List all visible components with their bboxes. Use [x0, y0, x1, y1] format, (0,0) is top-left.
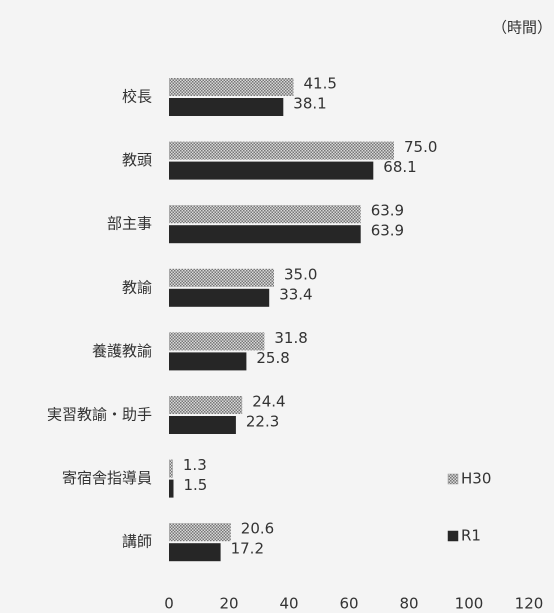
value-label: 33.4 — [279, 285, 312, 303]
x-tick-label: 20 — [219, 595, 238, 613]
value-label: 20.6 — [241, 520, 274, 538]
value-label: 22.3 — [246, 413, 279, 431]
y-tick-label: 教頭 — [122, 151, 152, 169]
legend-label: R1 — [461, 527, 481, 545]
y-tick-label: 実習教諭・助手 — [47, 406, 152, 424]
bar — [169, 332, 265, 351]
value-label: 75.0 — [404, 138, 437, 156]
x-tick-label: 0 — [164, 595, 174, 613]
y-tick-label: 寄宿舎指導員 — [62, 469, 152, 487]
y-tick-label: 教諭 — [122, 278, 152, 296]
bar — [169, 225, 361, 244]
value-label: 1.3 — [183, 456, 207, 474]
bar — [169, 141, 394, 160]
value-label: 41.5 — [304, 75, 337, 93]
bar — [169, 543, 221, 562]
value-label: 1.5 — [184, 476, 208, 494]
bar — [169, 288, 270, 307]
y-tick-label: 校長 — [122, 88, 152, 106]
x-tick-label: 100 — [455, 595, 484, 613]
value-label: 68.1 — [383, 158, 416, 176]
bar — [169, 479, 174, 498]
bar — [169, 78, 294, 96]
value-label: 35.0 — [284, 265, 317, 283]
unit-label: （時間） — [492, 19, 552, 37]
value-label: 17.2 — [231, 540, 264, 558]
value-label: 25.8 — [256, 349, 289, 367]
legend-swatch — [447, 530, 459, 542]
x-tick-label: 40 — [279, 595, 298, 613]
bar — [169, 205, 361, 224]
bar — [169, 161, 374, 180]
x-tick-label: 80 — [399, 595, 418, 613]
bar — [169, 459, 173, 478]
bar — [169, 523, 231, 542]
bar — [169, 396, 243, 414]
bar — [169, 352, 247, 371]
value-label: 38.1 — [293, 95, 326, 113]
legend-swatch — [447, 473, 459, 485]
y-tick-label: 講師 — [122, 533, 152, 551]
legend-label: H30 — [461, 470, 491, 488]
value-label: 63.9 — [371, 202, 404, 220]
value-label: 31.8 — [274, 329, 307, 347]
bar — [169, 416, 236, 434]
value-label: 24.4 — [252, 393, 285, 411]
bar — [169, 98, 284, 116]
x-tick-label: 60 — [339, 595, 358, 613]
y-tick-label: 部主事 — [107, 215, 152, 233]
bar — [169, 268, 274, 287]
x-tick-label: 120 — [515, 595, 544, 613]
value-label: 63.9 — [371, 222, 404, 240]
y-tick-label: 養護教諭 — [92, 342, 152, 360]
